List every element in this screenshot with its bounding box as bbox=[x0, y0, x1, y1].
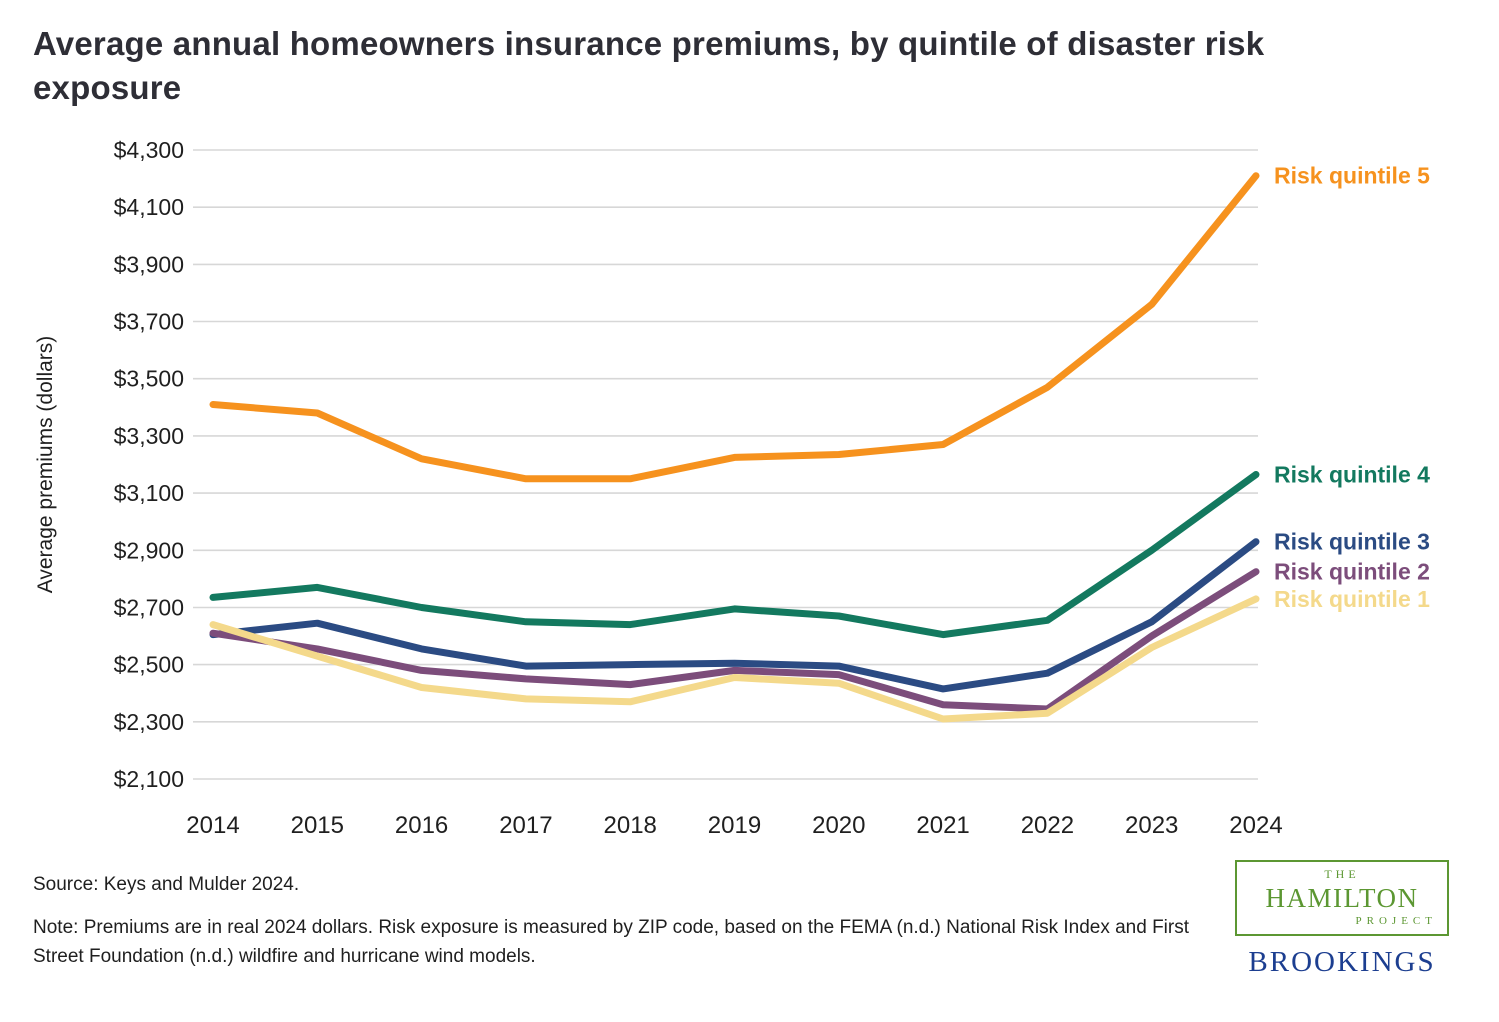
y-tick-label: $3,500 bbox=[114, 366, 184, 392]
y-tick-label: $3,700 bbox=[114, 309, 184, 335]
y-tick-label: $4,100 bbox=[114, 194, 184, 220]
logos: THE HAMILTON PROJECT BROOKINGS bbox=[1235, 860, 1449, 979]
hamilton-logo-project: PROJECT bbox=[1355, 915, 1437, 927]
series-label-risk-quintile-4: Risk quintile 4 bbox=[1274, 462, 1430, 488]
source-text: Source: Keys and Mulder 2024. bbox=[33, 874, 300, 895]
series-line-risk-quintile-4 bbox=[209, 471, 1260, 639]
footer-notes: Source: Keys and Mulder 2024. Note: Prem… bbox=[33, 874, 1218, 971]
series-line-risk-quintile-2 bbox=[209, 568, 1260, 713]
y-axis-title: Average premiums (dollars) bbox=[34, 336, 57, 594]
y-tick-label: $3,900 bbox=[114, 251, 184, 277]
y-tick-label: $2,300 bbox=[114, 709, 184, 735]
chart-title: Average annual homeowners insurance prem… bbox=[33, 25, 1265, 107]
y-tick-label: $3,300 bbox=[114, 423, 184, 449]
series-label-risk-quintile-2: Risk quintile 2 bbox=[1274, 559, 1430, 585]
series-label-risk-quintile-3: Risk quintile 3 bbox=[1274, 529, 1430, 555]
y-tick-label: $4,300 bbox=[114, 137, 184, 163]
x-tick-label: 2019 bbox=[708, 812, 761, 839]
x-tick-label: 2018 bbox=[604, 812, 657, 839]
note-text: Note: Premiums are in real 2024 dollars.… bbox=[33, 917, 1190, 967]
series-label-risk-quintile-5: Risk quintile 5 bbox=[1274, 163, 1430, 189]
hamilton-project-logo: THE HAMILTON PROJECT bbox=[1235, 860, 1449, 936]
brookings-logo: BROOKINGS bbox=[1248, 946, 1436, 978]
y-tick-label: $3,100 bbox=[114, 480, 184, 506]
hamilton-logo-the: THE bbox=[1324, 867, 1360, 881]
y-tick-label: $2,700 bbox=[114, 595, 184, 621]
x-tick-label: 2024 bbox=[1229, 812, 1282, 839]
x-tick-label: 2014 bbox=[186, 812, 239, 839]
y-tick-label: $2,500 bbox=[114, 652, 184, 678]
y-tick-label: $2,100 bbox=[114, 766, 184, 792]
y-tick-label: $2,900 bbox=[114, 537, 184, 563]
series-line-risk-quintile-1 bbox=[209, 595, 1260, 723]
x-tick-label: 2021 bbox=[916, 812, 969, 839]
hamilton-logo-main: HAMILTON bbox=[1265, 883, 1419, 913]
x-tick-label: 2015 bbox=[291, 812, 344, 839]
x-tick-label: 2017 bbox=[499, 812, 552, 839]
series-line-risk-quintile-3 bbox=[209, 538, 1260, 693]
x-tick-label: 2023 bbox=[1125, 812, 1178, 839]
x-tick-label: 2016 bbox=[395, 812, 448, 839]
series-label-risk-quintile-1: Risk quintile 1 bbox=[1274, 586, 1430, 612]
series-line-risk-quintile-5 bbox=[209, 172, 1260, 483]
x-tick-label: 2020 bbox=[812, 812, 865, 839]
x-tick-label: 2022 bbox=[1021, 812, 1074, 839]
